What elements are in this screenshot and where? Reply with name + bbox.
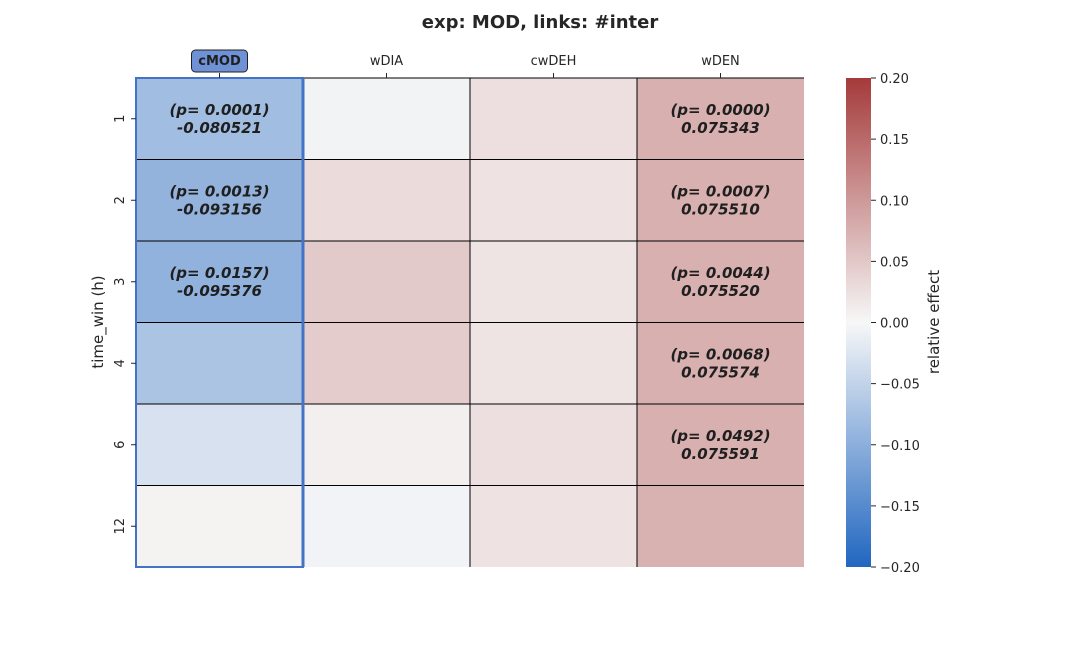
heatmap-cells xyxy=(136,78,804,567)
x-tick-label: cwDEH xyxy=(531,54,577,69)
cell-annotation: (p= 0.0492) xyxy=(670,427,770,445)
heatmap-cell xyxy=(470,322,637,404)
colorbar-tick-label: −0.10 xyxy=(880,439,920,454)
y-tick-label: 6 xyxy=(113,441,128,449)
y-tick-label: 2 xyxy=(113,196,128,204)
heatmap-cell xyxy=(136,322,303,404)
y-tick-label: 12 xyxy=(113,518,128,535)
colorbar-tick-label: 0.20 xyxy=(880,72,909,87)
heatmap-cell xyxy=(303,241,470,323)
heatmap-cell xyxy=(136,159,303,241)
cell-annotation: (p= 0.0000) xyxy=(670,101,770,119)
y-axis-label: time_win (h) xyxy=(89,275,108,368)
x-tick-label: cMOD xyxy=(198,54,241,69)
heatmap-cell xyxy=(303,159,470,241)
heatmap-cell xyxy=(637,241,804,323)
heatmap-cell xyxy=(136,485,303,567)
heatmap-cell xyxy=(303,404,470,486)
cell-annotation: (p= 0.0157) xyxy=(169,264,269,282)
cell-annotations: (p= 0.0001)-0.080521 (p= 0.0000)0.075343 (… xyxy=(169,101,770,463)
colorbar-ticks: 0.20 0.15 0.10 0.05 0.00 −0.05 −0.10 −0.15 −0.20 xyxy=(871,72,920,576)
y-tick-label: 4 xyxy=(113,359,128,367)
colorbar-label: relative effect xyxy=(925,270,943,374)
colorbar-tick-label: 0.05 xyxy=(880,255,909,270)
colorbar-tick-label: −0.15 xyxy=(880,500,920,515)
heatmap-cell xyxy=(637,322,804,404)
colorbar-tick-label: 0.15 xyxy=(880,133,909,148)
cell-annotation: -0.093156 xyxy=(177,200,262,218)
cell-annotation: 0.075510 xyxy=(681,200,760,218)
heatmap-cell xyxy=(470,159,637,241)
heatmap-cell xyxy=(470,78,637,160)
cell-annotation: -0.080521 xyxy=(177,119,262,137)
colorbar-tick-label: 0.00 xyxy=(880,317,909,332)
heatmap-cell xyxy=(637,159,804,241)
cell-annotation: (p= 0.0013) xyxy=(169,182,269,200)
y-tick-label: 3 xyxy=(113,278,128,286)
cell-annotation: 0.075343 xyxy=(681,119,760,137)
heatmap-cell xyxy=(136,404,303,486)
cell-annotation: (p= 0.0007) xyxy=(670,182,770,200)
heatmap-cell xyxy=(136,78,303,160)
heatmap-cell xyxy=(136,241,303,323)
x-tick-label: wDIA xyxy=(370,54,403,69)
cell-annotation: (p= 0.0044) xyxy=(670,264,770,282)
colorbar-tick-label: 0.10 xyxy=(880,194,909,209)
cell-annotation: -0.095376 xyxy=(177,282,262,300)
cell-annotation: (p= 0.0001) xyxy=(169,101,269,119)
heatmap-cell xyxy=(470,404,637,486)
cell-annotation: (p= 0.0068) xyxy=(670,345,770,363)
heatmap-cell xyxy=(470,241,637,323)
heatmap-cell xyxy=(303,78,470,160)
chart-title: exp: MOD, links: #inter xyxy=(422,12,659,33)
heatmap-cell xyxy=(637,404,804,486)
cell-annotation: 0.075574 xyxy=(681,363,760,381)
colorbar-tick-label: −0.05 xyxy=(880,378,920,393)
colorbar xyxy=(846,78,871,567)
heatmap-cell xyxy=(637,78,804,160)
y-tick-label: 1 xyxy=(113,115,128,123)
heatmap-cell xyxy=(470,485,637,567)
heatmap-cell xyxy=(303,322,470,404)
heatmap-cell xyxy=(303,485,470,567)
heatmap-cell xyxy=(637,485,804,567)
x-axis-ticks: cMOD wDIA cwDEH wDEN xyxy=(191,49,740,78)
highlight-label-box xyxy=(191,49,248,73)
x-tick-label: wDEN xyxy=(701,54,740,69)
cell-annotation: 0.075520 xyxy=(681,282,760,300)
colorbar-tick-label: −0.20 xyxy=(880,561,920,576)
cell-annotation: 0.075591 xyxy=(681,445,760,463)
